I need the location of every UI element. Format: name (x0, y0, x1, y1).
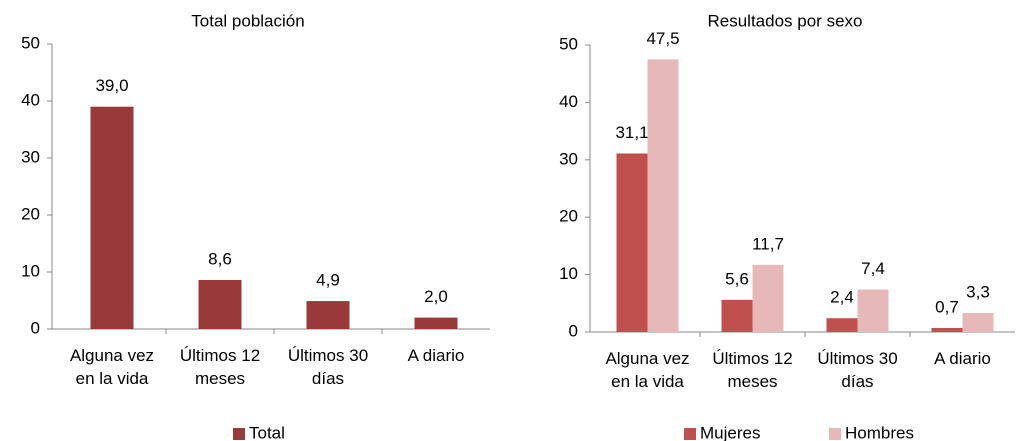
x-tick-label-line: meses (727, 372, 777, 391)
chart-title: Total población (191, 11, 304, 30)
x-tick-label-line: meses (195, 369, 245, 388)
value-label: 3,3 (966, 283, 990, 302)
bar (306, 301, 350, 329)
x-tick-label-line: Últimos 12 (180, 346, 260, 365)
value-label: 31,1 (615, 123, 648, 142)
y-tick-label: 10 (559, 264, 578, 283)
value-label: 4,9 (316, 271, 340, 290)
y-tick-label: 40 (21, 90, 40, 109)
x-tick-label: A diario (408, 346, 465, 365)
bar (721, 299, 753, 332)
bar (931, 327, 963, 332)
value-label: 5,6 (725, 269, 749, 288)
bar (414, 317, 458, 329)
value-label: 0,7 (935, 297, 959, 316)
legend-swatch (233, 428, 245, 440)
bar (962, 313, 994, 332)
x-tick-label-line: en la vida (76, 369, 149, 388)
y-tick-label: 20 (21, 204, 40, 223)
legend-label: Hombres (845, 423, 914, 441)
y-tick-label: 50 (21, 33, 40, 52)
value-label: 39,0 (95, 76, 128, 95)
y-tick-label: 10 (21, 261, 40, 280)
x-tick-label-line: Alguna vez (605, 349, 689, 368)
x-tick-label: Últimos 12 meses (712, 349, 792, 391)
x-tick-label-line: Alguna vez (70, 346, 154, 365)
y-tick-label: 30 (21, 147, 40, 166)
value-label: 8,6 (208, 249, 232, 268)
x-tick-label: Alguna vez en la vida (70, 346, 154, 388)
bar (857, 289, 889, 332)
y-tick-label: 40 (559, 92, 578, 111)
x-tick-label: Últimos 30 días (288, 346, 368, 388)
value-label: 47,5 (646, 29, 679, 48)
chart-title: Resultados por sexo (708, 11, 863, 30)
x-tick-label-line: Últimos 30 (817, 349, 897, 368)
x-tick-label-line: días (841, 372, 873, 391)
y-tick-label: 20 (559, 207, 578, 226)
y-tick-label: 50 (559, 34, 578, 53)
y-tick-label: 0 (31, 318, 40, 337)
x-tick-label-line: en la vida (611, 372, 684, 391)
legend-label: Mujeres (700, 423, 760, 441)
x-tick-label-line: Últimos 12 (712, 349, 792, 368)
legend-label: Total (249, 423, 285, 441)
x-tick-label-line: A diario (934, 349, 991, 368)
legend-swatch (829, 428, 841, 440)
value-label: 11,7 (752, 234, 784, 253)
bar (826, 318, 858, 332)
x-tick-label: A diario (934, 349, 991, 368)
bar (90, 106, 134, 329)
x-tick-label-line: días (312, 369, 344, 388)
bar (198, 279, 242, 329)
value-label: 7,4 (861, 259, 885, 278)
bar (647, 59, 679, 332)
x-tick-label: Últimos 30 días (817, 349, 897, 391)
value-label: 2,4 (830, 288, 854, 307)
legend-swatch (684, 428, 696, 440)
x-tick-label: Últimos 12 meses (180, 346, 260, 388)
x-tick-label: Alguna vez en la vida (605, 349, 689, 391)
y-tick-label: 0 (569, 321, 578, 340)
bar (752, 264, 784, 332)
bar (616, 153, 648, 332)
x-tick-label-line: A diario (408, 346, 465, 365)
value-label: 2,0 (424, 287, 448, 306)
x-tick-label-line: Últimos 30 (288, 346, 368, 365)
y-tick-label: 30 (559, 149, 578, 168)
